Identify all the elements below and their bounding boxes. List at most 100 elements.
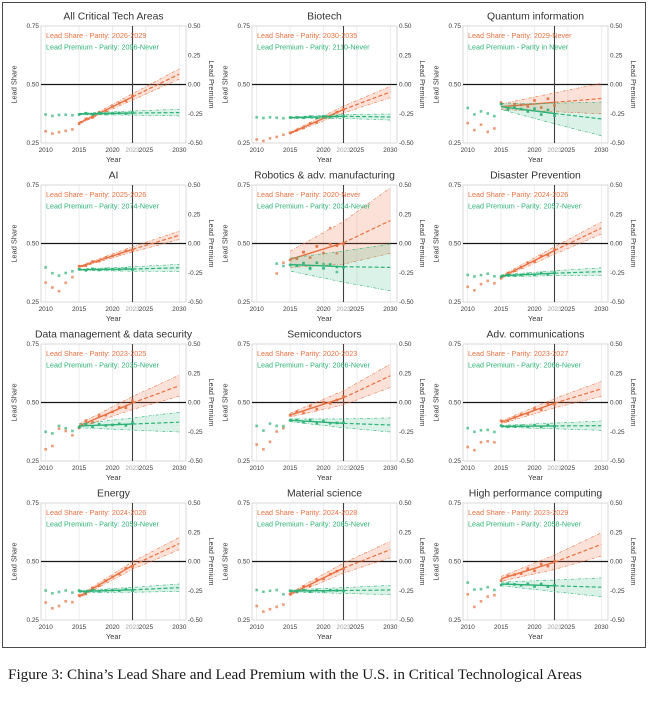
svg-text:0.00: 0.00 — [610, 559, 623, 566]
svg-text:-0.25: -0.25 — [399, 111, 414, 118]
legend-lead-share: Lead Share - Parity: 2020-2023 — [257, 349, 357, 358]
y-right-axis-label: Lead Premium — [207, 60, 216, 108]
x-axis-label: Year — [528, 473, 543, 482]
legend-lead-premium: Lead Premium - Parity: 2085-Never — [257, 520, 371, 529]
svg-text:0.50: 0.50 — [188, 341, 201, 348]
svg-text:2025: 2025 — [561, 306, 576, 313]
legend-lead-share: Lead Share - Parity: 2024-2026 — [46, 508, 146, 517]
svg-text:0.00: 0.00 — [399, 400, 412, 407]
svg-text:2015: 2015 — [283, 147, 298, 154]
svg-text:2023: 2023 — [336, 465, 351, 472]
svg-text:2023: 2023 — [336, 147, 351, 154]
lead-share-projection-line — [132, 542, 180, 567]
lead-premium-fit-line — [290, 419, 344, 424]
subplot-title: Semiconductors — [287, 330, 362, 341]
svg-text:0.75: 0.75 — [449, 341, 462, 348]
svg-text:2030: 2030 — [594, 147, 609, 154]
lead-premium-projection-line — [343, 589, 391, 592]
svg-text:2010: 2010 — [250, 624, 265, 631]
svg-text:2025: 2025 — [350, 624, 365, 631]
x-axis-label: Year — [317, 473, 332, 482]
svg-text:2025: 2025 — [350, 147, 365, 154]
svg-text:0.25: 0.25 — [610, 53, 623, 60]
svg-text:-0.50: -0.50 — [399, 617, 414, 624]
chart-disaster-prevention: Lead Share - Parity: 2024-2026 Lead Premi… — [432, 171, 639, 324]
svg-text:2010: 2010 — [250, 465, 265, 472]
svg-text:2023: 2023 — [336, 624, 351, 631]
y-right-axis-label: Lead Premium — [418, 219, 427, 267]
y-left-axis-label: Lead Share — [432, 65, 441, 103]
svg-text:0.50: 0.50 — [399, 500, 412, 507]
chart-all-critical-tech-areas: Lead Share - Parity: 2026-2029 Lead Premi… — [10, 12, 217, 165]
x-axis-label: Year — [106, 632, 121, 641]
legend-lead-share: Lead Share - Parity: 2023-2029 — [468, 508, 568, 517]
svg-text:2025: 2025 — [561, 624, 576, 631]
svg-text:0.25: 0.25 — [188, 53, 201, 60]
lead-premium-confidence-fan — [501, 577, 602, 597]
x-axis-label: Year — [528, 632, 543, 641]
subplot-title: All Critical Tech Areas — [63, 12, 163, 23]
legend-lead-premium: Lead Premium - Parity: 2110-Never — [257, 43, 370, 52]
legend-lead-share: Lead Share - Parity: 2030-2035 — [257, 31, 357, 40]
svg-text:-0.50: -0.50 — [399, 140, 414, 147]
subplot-title: Adv. communications — [487, 330, 585, 341]
y-left-axis-label: Lead Share — [221, 224, 230, 262]
lead-share-projection-line — [554, 227, 602, 252]
svg-text:0.25: 0.25 — [27, 299, 40, 306]
svg-text:2025: 2025 — [139, 624, 154, 631]
lead-premium-series — [466, 101, 602, 136]
svg-text:0.25: 0.25 — [610, 371, 623, 378]
svg-text:-0.25: -0.25 — [188, 111, 203, 118]
svg-text:2025: 2025 — [350, 306, 365, 313]
legend-lead-premium: Lead Premium - Parity: 2096-Never — [46, 43, 160, 52]
lead-share-projection-line — [132, 234, 180, 250]
lead-share-fit-line — [289, 567, 344, 595]
subplot-title: Material science — [287, 489, 362, 500]
legend-lead-premium: Lead Premium - Parity in Never — [468, 43, 569, 52]
chart-robotics-adv-manufacturing: Lead Share - Parity: 2020-Never Lead Prem… — [221, 171, 428, 324]
subplot-adv-communications: Lead Share - Parity: 2023-2027 Lead Premi… — [429, 326, 640, 484]
svg-text:0.00: 0.00 — [399, 559, 412, 566]
lead-premium-series — [255, 113, 391, 121]
svg-text:0.25: 0.25 — [449, 617, 462, 624]
chart-quantum-information: Lead Share - Parity: 2029-Never Lead Prem… — [432, 12, 639, 165]
x-axis-label: Year — [106, 473, 121, 482]
svg-text:-0.25: -0.25 — [399, 588, 414, 595]
svg-text:0.50: 0.50 — [610, 182, 623, 189]
svg-text:0.50: 0.50 — [238, 559, 251, 566]
svg-text:-0.25: -0.25 — [610, 270, 625, 277]
svg-text:2030: 2030 — [383, 465, 398, 472]
svg-text:-0.25: -0.25 — [188, 588, 203, 595]
svg-text:2015: 2015 — [283, 465, 298, 472]
svg-text:2030: 2030 — [172, 465, 187, 472]
svg-text:0.50: 0.50 — [238, 241, 251, 248]
svg-text:2020: 2020 — [105, 306, 120, 313]
y-left-axis-label: Lead Share — [432, 383, 441, 421]
chart-data-management-data-security: Lead Share - Parity: 2023-2025 Lead Premi… — [10, 330, 217, 483]
svg-text:2020: 2020 — [105, 147, 120, 154]
legend-lead-premium: Lead Premium - Parity: 2074-Never — [46, 202, 160, 211]
svg-text:2015: 2015 — [72, 465, 87, 472]
svg-text:-0.50: -0.50 — [188, 140, 203, 147]
svg-text:2010: 2010 — [250, 306, 265, 313]
svg-text:2020: 2020 — [105, 624, 120, 631]
lead-share-series — [466, 221, 602, 292]
subplot-biotech: Lead Share - Parity: 2030-2035 Lead Premi… — [218, 8, 429, 166]
legend-lead-premium: Lead Premium - Parity: 2066-Never — [257, 361, 371, 370]
lead-share-projection-line — [132, 73, 180, 98]
lead-share-series — [255, 363, 391, 451]
subplot-ai: Lead Share - Parity: 2025-2026 Lead Premi… — [7, 167, 218, 325]
svg-text:-0.25: -0.25 — [399, 270, 414, 277]
svg-text:0.75: 0.75 — [27, 23, 40, 30]
y-right-axis-label: Lead Premium — [418, 537, 427, 585]
svg-text:2010: 2010 — [39, 306, 54, 313]
chart-high-performance-computing: Lead Share - Parity: 2023-2029 Lead Premi… — [432, 489, 639, 642]
lead-premium-projection-line — [343, 266, 391, 268]
y-right-axis-label: Lead Premium — [418, 378, 427, 426]
lead-share-projection-line — [343, 549, 391, 569]
subplot-title: Quantum information — [487, 12, 584, 23]
svg-text:2025: 2025 — [350, 465, 365, 472]
subplot-title: Data management & data security — [35, 330, 193, 341]
chart-energy: Lead Share - Parity: 2024-2026 Lead Premi… — [10, 489, 217, 642]
